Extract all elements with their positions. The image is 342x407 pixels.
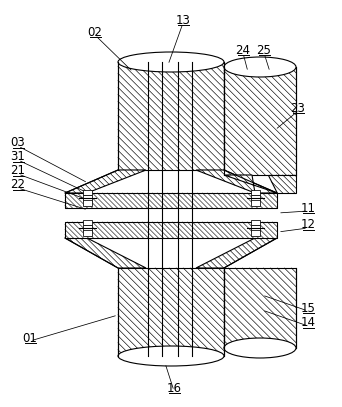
Text: 01: 01 [23, 331, 37, 344]
Polygon shape [196, 170, 277, 193]
Text: 23: 23 [291, 101, 305, 114]
Polygon shape [268, 175, 296, 193]
Text: 16: 16 [167, 381, 182, 394]
Polygon shape [118, 268, 224, 356]
Bar [250, 220, 260, 225]
Polygon shape [224, 175, 277, 193]
Bar [250, 190, 260, 195]
Polygon shape [65, 222, 277, 238]
Text: 24: 24 [236, 44, 250, 57]
Text: 12: 12 [301, 219, 316, 232]
Bar [250, 230, 260, 236]
Text: 14: 14 [301, 317, 316, 330]
Polygon shape [118, 62, 224, 170]
Text: 21: 21 [11, 164, 26, 177]
Ellipse shape [118, 52, 224, 72]
Bar [82, 225, 92, 231]
Polygon shape [65, 170, 146, 193]
Text: 31: 31 [11, 151, 25, 164]
Text: 13: 13 [175, 13, 190, 26]
Polygon shape [65, 193, 277, 208]
Ellipse shape [224, 338, 296, 358]
Bar [250, 225, 260, 231]
Bar [82, 220, 92, 225]
Bar [82, 190, 92, 195]
Polygon shape [224, 268, 296, 348]
Text: 22: 22 [11, 179, 26, 192]
Text: 25: 25 [256, 44, 272, 57]
Polygon shape [65, 238, 146, 268]
Bar [82, 230, 92, 236]
Polygon shape [196, 238, 277, 268]
Text: 15: 15 [301, 302, 315, 315]
Bar [82, 195, 92, 201]
Text: 11: 11 [301, 201, 316, 214]
Polygon shape [224, 67, 296, 175]
Bar [250, 200, 260, 206]
Ellipse shape [118, 346, 224, 366]
Bar [250, 195, 260, 201]
Text: 02: 02 [88, 26, 103, 39]
Text: 03: 03 [11, 136, 25, 149]
Ellipse shape [224, 57, 296, 77]
Bar [82, 200, 92, 206]
